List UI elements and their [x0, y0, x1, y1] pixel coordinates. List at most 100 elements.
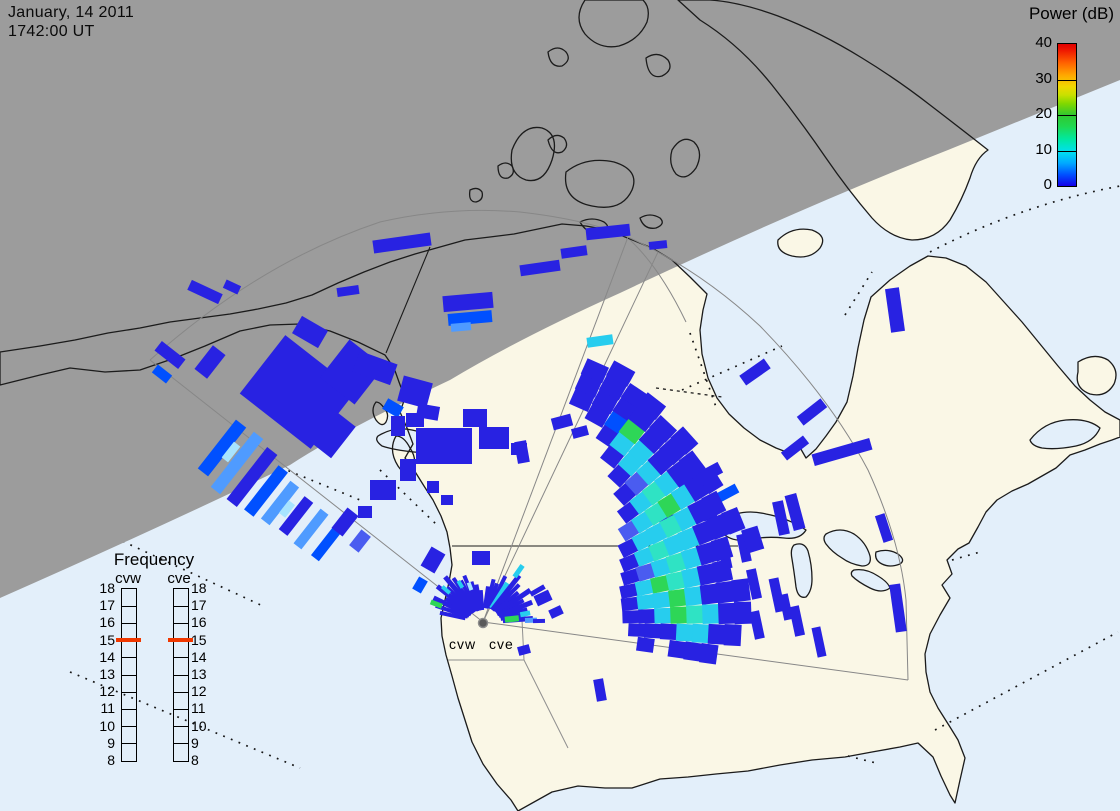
- echo-spike: [429, 599, 443, 609]
- echo-cell: [680, 546, 703, 570]
- echo-cell: [811, 437, 873, 467]
- echo-spike: [440, 585, 452, 595]
- frequency-scale-number-right: 13: [191, 666, 207, 682]
- graticule-layer: [54, 185, 1120, 769]
- ladder-rung: [174, 743, 188, 745]
- frequency-scale-number-right: 15: [191, 631, 207, 648]
- radar-label-cve: cve: [489, 636, 514, 652]
- echo-cell: [570, 425, 590, 439]
- echo-spike: [529, 584, 546, 597]
- echo-cell: [654, 607, 672, 624]
- echo-spike: [519, 610, 531, 618]
- echo-cell: [699, 642, 719, 665]
- echo-cell: [222, 279, 242, 295]
- echo-cell: [406, 413, 424, 427]
- echo-cell: [636, 636, 655, 653]
- echo-cell: [580, 358, 609, 384]
- frequency-scale-number-left: 11: [100, 700, 115, 717]
- echo-cell: [710, 536, 734, 562]
- echo-cell: [667, 639, 687, 659]
- echo-cell: [349, 529, 371, 553]
- echo-cell: [635, 562, 656, 582]
- power-legend-title: Power (dB): [1028, 4, 1114, 23]
- frequency-scale-number-left: 12: [99, 683, 115, 700]
- echo-cell: [715, 580, 735, 604]
- echo-cell: [696, 563, 718, 586]
- echo-cell: [707, 623, 726, 645]
- echo-cell: [721, 507, 746, 535]
- frequency-marker-cve: [168, 637, 193, 642]
- ladder-rung: [122, 691, 136, 693]
- echo-cell: [197, 419, 247, 477]
- echo-cell: [441, 495, 453, 505]
- echo-spike: [443, 575, 477, 614]
- echo-spike: [439, 610, 466, 621]
- echo-cell: [681, 567, 702, 589]
- echo-cell: [717, 602, 736, 625]
- time-text: 1742:00 UT: [8, 23, 95, 40]
- echo-cell: [739, 358, 771, 386]
- echo-spike: [487, 575, 508, 610]
- ladder-rung: [174, 726, 188, 728]
- echo-cell: [788, 605, 806, 637]
- echo-cell: [749, 610, 765, 640]
- echo-spike: [495, 588, 532, 615]
- frequency-scale-number-right: 16: [191, 614, 207, 631]
- echo-cell: [627, 623, 646, 638]
- echo-spike: [444, 596, 473, 617]
- frequency-scale-number-left: 15: [99, 631, 115, 648]
- echo-cell: [293, 508, 329, 550]
- echo-cell: [636, 594, 656, 610]
- echo-cell: [372, 232, 432, 254]
- echo-spike: [490, 573, 522, 612]
- frequency-scale-number-left: 10: [99, 717, 115, 734]
- echo-cell: [648, 540, 671, 562]
- echo-cell: [627, 405, 656, 433]
- echo-cell: [447, 310, 493, 326]
- frequency-col-label-cve: cve: [167, 570, 191, 587]
- echo-cell: [533, 589, 553, 607]
- ladder-rung: [174, 674, 188, 676]
- echo-cell: [784, 493, 806, 531]
- echo-cell: [668, 588, 687, 608]
- fan-inner-arc: [629, 239, 687, 323]
- power-tick-label: 10: [1035, 140, 1052, 158]
- frequency-scale-number-right: 8: [191, 752, 199, 768]
- echo-cell: [683, 474, 710, 503]
- echo-cell: [382, 398, 404, 418]
- frequency-ladder-cve: [173, 588, 189, 762]
- echo-cell: [585, 223, 631, 241]
- frequency-scale-number-right: 14: [191, 648, 207, 665]
- echo-cell: [699, 583, 719, 605]
- echo-cell: [665, 552, 687, 574]
- echo-cell: [741, 525, 765, 554]
- frequency-col-label-cvw: cvw: [115, 570, 141, 587]
- ladder-rung: [174, 605, 188, 607]
- date-text: January, 14 2011: [8, 4, 135, 21]
- echo-spike: [492, 583, 521, 612]
- ladder-rung: [174, 622, 188, 624]
- echo-cell: [638, 609, 656, 624]
- frequency-scale-number-right: 17: [191, 597, 207, 614]
- echo-cell: [683, 641, 703, 662]
- echo-cell: [649, 415, 678, 443]
- ladder-rung: [122, 726, 136, 728]
- echo-cell: [336, 285, 360, 297]
- echo-cell: [600, 444, 625, 469]
- power-legend: Power (dB) 40 30 20 10 0: [1008, 4, 1118, 199]
- echo-cell: [637, 392, 667, 420]
- fan-divider-east: [482, 251, 659, 623]
- echo-cell: [416, 428, 472, 464]
- frequency-scale-number-left: 9: [107, 734, 115, 751]
- echo-spike: [435, 584, 474, 616]
- echo-cell: [517, 644, 531, 656]
- echo-cell: [652, 591, 672, 609]
- echo-cell: [442, 291, 494, 313]
- echo-cell: [659, 623, 678, 641]
- frequency-scale-number-left: 8: [107, 752, 115, 768]
- radar-label-cvw: cvw: [449, 636, 477, 652]
- ladder-rung: [174, 691, 188, 693]
- echo-cell: [643, 623, 662, 639]
- echo-cell: [606, 360, 636, 387]
